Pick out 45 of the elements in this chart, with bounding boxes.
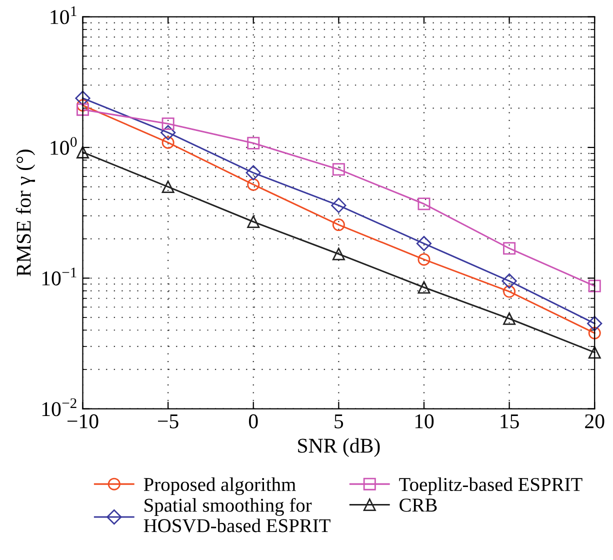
legend-label: CRB (400, 498, 437, 512)
y-tick-label: 10$^{−1}$ (42, 268, 76, 286)
point (503, 285, 516, 298)
point (588, 280, 601, 292)
x-tick-label: 10 (415, 414, 434, 428)
legend-label: Proposed algorithm (144, 477, 296, 496)
point (162, 136, 174, 149)
point (247, 178, 260, 191)
point (503, 242, 516, 255)
point (247, 216, 260, 228)
y-tick-label: 10$^{1}$ (50, 6, 76, 24)
x-tick-label: −10 (68, 414, 98, 428)
x-tick-label: 5 (334, 414, 344, 428)
point (162, 180, 174, 194)
x-tick-label: 15 (500, 414, 519, 428)
point (160, 125, 176, 140)
point (247, 136, 260, 150)
point (587, 316, 602, 332)
x-tick-label: 0 (248, 414, 258, 428)
point (162, 117, 174, 130)
point (502, 273, 517, 289)
point (331, 198, 346, 214)
point (76, 146, 90, 158)
y-axis-title: RMSE for γ (°) (16, 150, 36, 276)
point (332, 163, 345, 176)
point (588, 346, 601, 359)
point (246, 165, 261, 180)
point (418, 253, 430, 266)
y-tick-label: 10$^{0}$ (50, 136, 77, 155)
legend-label: Spatial smoothing for HOSVD-based ESPRIT (144, 498, 330, 532)
point (75, 90, 90, 106)
point (416, 236, 432, 252)
y-tick-label: 10$^{−2}$ (42, 398, 76, 416)
x-tick-label: 20 (585, 414, 604, 428)
point (418, 281, 430, 294)
point (588, 326, 601, 340)
point (332, 218, 345, 232)
point (76, 99, 90, 112)
x-axis-title: SNR (dB) (298, 438, 380, 458)
point (76, 103, 90, 116)
point (503, 312, 516, 325)
point (332, 248, 345, 260)
point (418, 198, 430, 210)
legend-label: Toeplitz-based ESPRIT (399, 477, 582, 496)
x-tick-label: −5 (158, 414, 178, 428)
